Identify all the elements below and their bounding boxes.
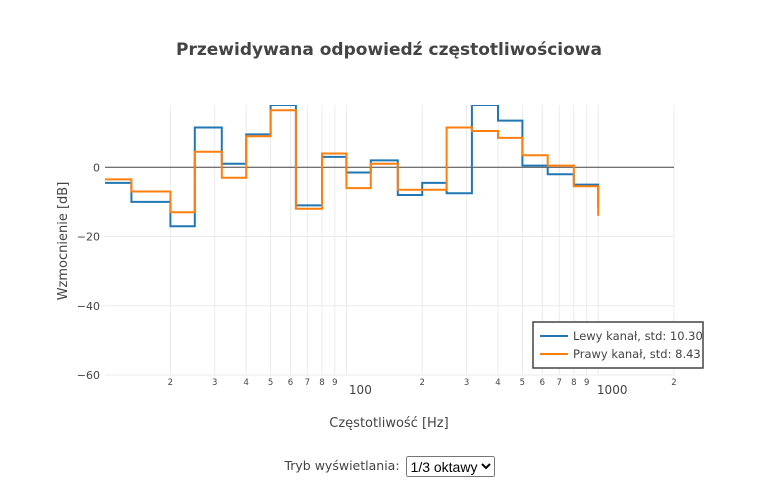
series-line-left xyxy=(105,105,600,228)
legend[interactable]: Lewy kanał, std: 10.30 Prawy kanał, std:… xyxy=(532,321,704,369)
legend-box xyxy=(532,321,704,369)
x-tick-label: 9 xyxy=(332,378,337,388)
x-tick-label: 6 xyxy=(540,378,545,388)
x-tick-label: 2 xyxy=(419,378,424,388)
x-tick-label: 2 xyxy=(671,378,676,388)
x-tick-label: 5 xyxy=(520,378,525,388)
series-lines xyxy=(105,105,600,228)
x-tick-label: 6 xyxy=(288,378,293,388)
x-axis-ticks: 2 3 4 5 6 7 8 9 100 2 3 4 5 6 7 8 9 1000 2 xyxy=(168,378,677,397)
legend-label-right: Prawy kanał, std: 8.43 xyxy=(573,347,701,361)
x-tick-label: 9 xyxy=(584,378,589,388)
y-tick-label: −40 xyxy=(77,300,100,313)
y-tick-label: −20 xyxy=(77,231,100,244)
x-axis-label: Częstotliwość [Hz] xyxy=(329,416,448,431)
y-tick-label: 0 xyxy=(93,161,100,174)
display-mode-label: Tryb wyświetlania: xyxy=(284,458,400,473)
x-tick-label: 8 xyxy=(319,378,324,388)
x-tick-label: 7 xyxy=(556,378,561,388)
display-mode-select[interactable]: 1/3 oktawy xyxy=(405,456,495,477)
x-tick-label: 100 xyxy=(349,383,372,397)
series-line-right xyxy=(105,109,600,216)
x-tick-label: 3 xyxy=(464,378,469,388)
x-tick-label: 5 xyxy=(268,378,273,388)
x-tick-label: 4 xyxy=(243,378,248,388)
x-tick-label: 7 xyxy=(305,378,310,388)
x-tick-label: 2 xyxy=(168,378,173,388)
y-axis-ticks: 0 −20 −40 −60 xyxy=(77,161,100,382)
x-tick-label: 4 xyxy=(495,378,500,388)
x-tick-label: 3 xyxy=(212,378,217,388)
y-axis-label: Wzmocnienie [dB] xyxy=(56,182,71,301)
chart-title: Przewidywana odpowiedź częstotliwościowa xyxy=(176,40,602,60)
x-tick-label: 1000 xyxy=(597,383,628,397)
legend-label-left: Lewy kanał, std: 10.30 xyxy=(573,329,703,343)
x-tick-label: 8 xyxy=(571,378,576,388)
y-tick-label: −60 xyxy=(77,369,100,382)
display-mode-controls: Tryb wyświetlania: 1/3 oktawy xyxy=(0,456,779,477)
